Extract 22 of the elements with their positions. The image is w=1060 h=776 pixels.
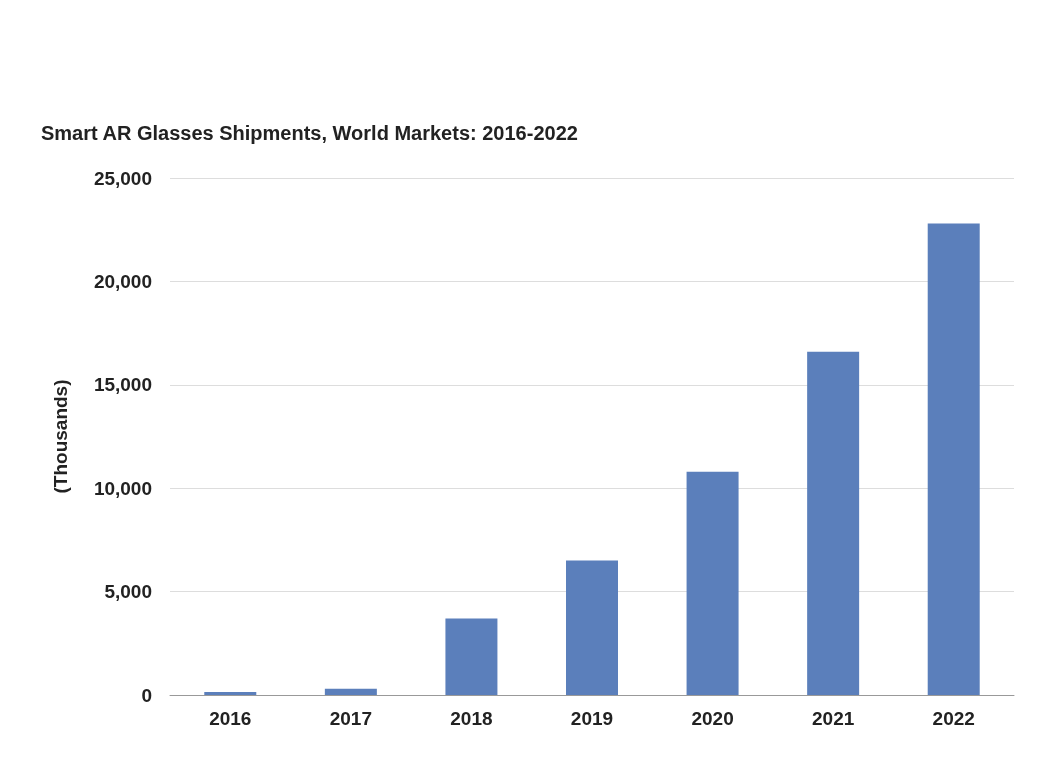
x-tick-label: 2022 bbox=[932, 708, 975, 729]
x-tick-label: 2017 bbox=[329, 708, 372, 729]
y-tick-label: 0 bbox=[141, 684, 152, 706]
x-tick-label: 2019 bbox=[570, 708, 614, 729]
bar bbox=[324, 688, 377, 695]
y-axis-title: (Thousands) bbox=[50, 379, 71, 494]
x-tick-label: 2020 bbox=[691, 708, 734, 729]
y-tick-label: 10,000 bbox=[93, 477, 152, 499]
x-tick-label: 2018 bbox=[450, 708, 493, 729]
chart-title: Smart AR Glasses Shipments, World Markets: 2016-2022 bbox=[41, 122, 578, 144]
bar bbox=[927, 223, 980, 695]
bar bbox=[445, 618, 498, 695]
x-tick-label: 2021 bbox=[812, 708, 855, 729]
bar bbox=[807, 351, 860, 695]
y-tick-label: 20,000 bbox=[93, 270, 152, 292]
bar bbox=[686, 471, 739, 695]
y-tick-label: 15,000 bbox=[93, 374, 152, 396]
bar bbox=[566, 560, 618, 695]
bar bbox=[204, 691, 257, 695]
y-tick-label: 5,000 bbox=[104, 581, 152, 603]
y-tick-label: 25,000 bbox=[93, 167, 152, 189]
x-tick-label: 2016 bbox=[209, 708, 252, 729]
